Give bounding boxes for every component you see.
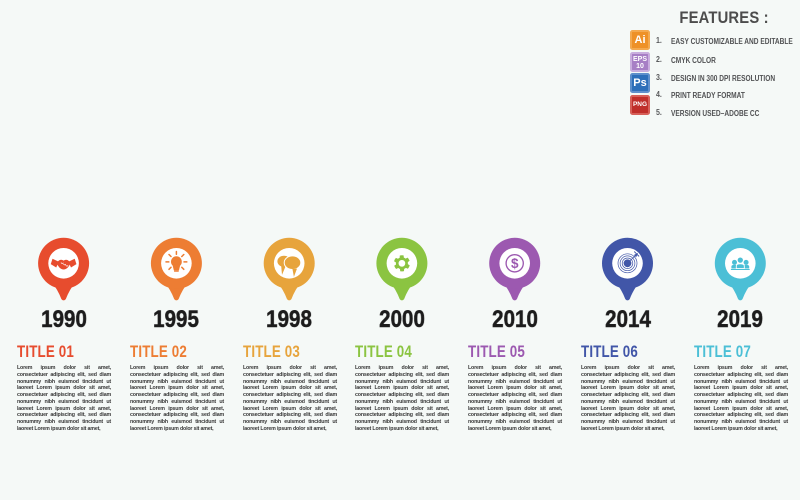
svg-text:$: $ — [511, 256, 519, 271]
